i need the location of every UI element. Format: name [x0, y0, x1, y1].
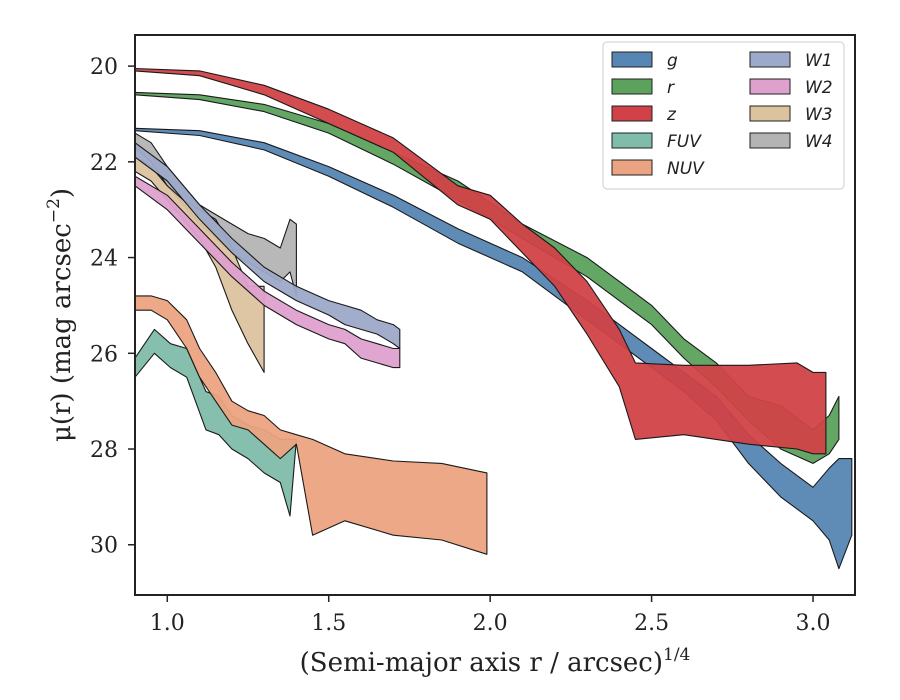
legend-swatch-w2	[749, 78, 791, 95]
y-axis-label: μ(r) (mag arcsec−2)	[44, 188, 77, 442]
legend-swatch-w3	[749, 105, 791, 122]
legend-swatch-g	[611, 51, 653, 68]
y-tick-label: 20	[90, 55, 118, 80]
legend-label-g: g	[667, 51, 678, 71]
legend-label-w4: W4	[805, 132, 833, 152]
legend-swatch-z	[611, 105, 653, 122]
profile-bands	[135, 67, 853, 570]
band-nuv	[135, 295, 488, 555]
x-axis: 1.0 1.5 2.0 2.5 3.0	[150, 595, 831, 636]
x-tick-label: 2.0	[473, 611, 508, 636]
y-tick-label: 28	[90, 438, 118, 463]
y-tick-label: 24	[90, 247, 118, 272]
legend-swatch-fuv	[611, 132, 653, 149]
legend-swatch-r	[611, 78, 653, 95]
band-g	[135, 127, 853, 570]
legend-label-z: z	[666, 105, 677, 125]
y-tick-label: 22	[90, 151, 118, 176]
legend-label-w3: W3	[805, 105, 833, 125]
legend-label-w2: W2	[805, 78, 833, 98]
x-axis-label: (Semi-major axis r / arcsec)1/4	[300, 645, 691, 678]
x-tick-label: 2.5	[634, 611, 669, 636]
y-tick-label: 30	[90, 534, 118, 559]
legend-label-w1: W1	[805, 51, 833, 71]
y-axis: 20 22 24 26 28 30	[90, 55, 135, 559]
legend-swatch-w1	[749, 51, 791, 68]
band-fuv	[135, 328, 297, 517]
x-tick-label: 1.0	[150, 611, 185, 636]
band-z	[135, 67, 827, 455]
legend-swatch-nuv	[611, 159, 653, 176]
y-tick-label: 26	[90, 342, 118, 367]
x-tick-label: 1.5	[311, 611, 346, 636]
band-w2	[135, 175, 401, 369]
legend-label-r: r	[667, 78, 675, 98]
legend-label-nuv: NUV	[667, 159, 705, 179]
legend-label-fuv: FUV	[667, 132, 702, 152]
plot-frame	[134, 34, 856, 596]
x-tick-label: 3.0	[796, 611, 831, 636]
legend: grz FUV NUV W1 W2 W3 W4	[602, 41, 845, 190]
legend-swatch-w4	[749, 132, 791, 149]
